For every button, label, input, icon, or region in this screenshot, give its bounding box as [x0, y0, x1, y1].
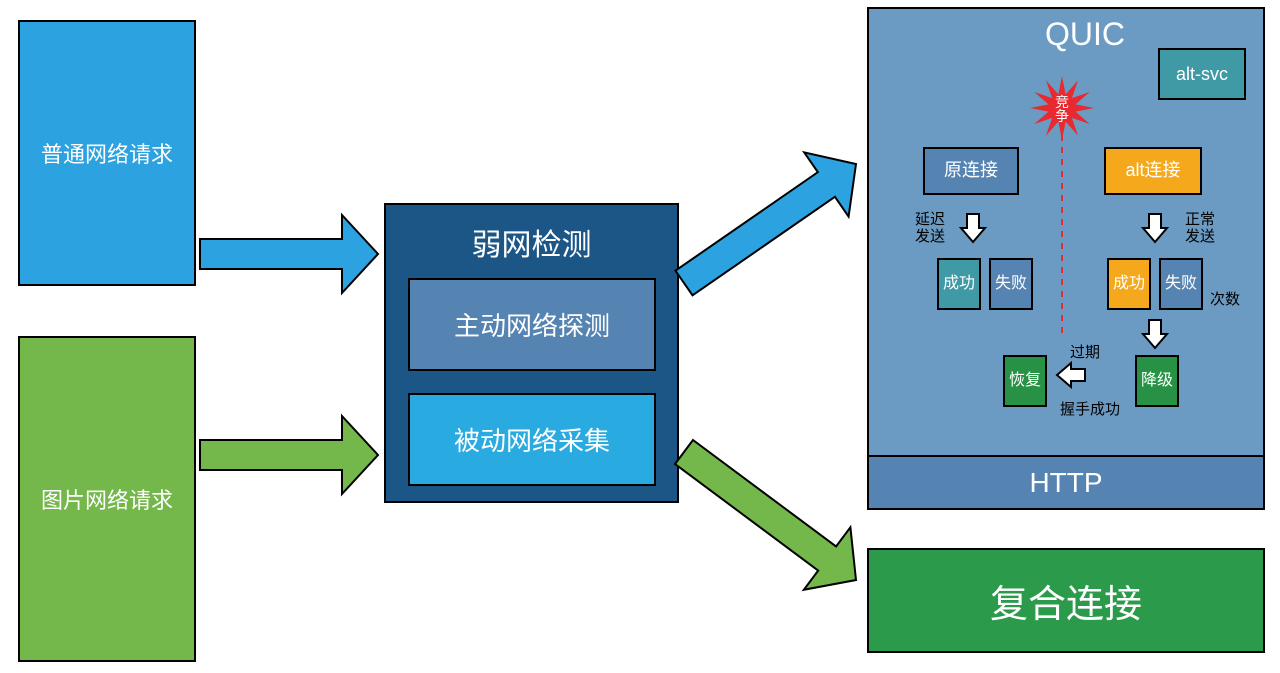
- fail2: 失败: [1159, 258, 1203, 310]
- expire-label: 过期: [1070, 345, 1100, 362]
- success1: 成功: [937, 258, 981, 310]
- image-req-box: 图片网络请求: [18, 336, 196, 662]
- normal-req-box: 普通网络请求: [18, 20, 196, 286]
- fail1: 失败: [989, 258, 1033, 310]
- alt-conn: alt连接: [1104, 147, 1202, 195]
- normal-send-label: 正常 发送: [1185, 212, 1215, 245]
- orig-conn: 原连接: [923, 147, 1019, 195]
- center-title: 弱网检测: [386, 220, 677, 264]
- active-probe: 主动网络探测: [408, 278, 656, 371]
- downgrade: 降级: [1135, 355, 1179, 407]
- delay-send-label: 延迟 发送: [915, 212, 945, 245]
- passive-collect: 被动网络采集: [408, 393, 656, 486]
- count-label: 次数: [1210, 292, 1240, 309]
- recover: 恢复: [1003, 355, 1047, 407]
- handshake-label: 握手成功: [1060, 402, 1120, 419]
- composite-conn: 复合连接: [867, 548, 1265, 653]
- quic-title: QUIC: [1045, 16, 1125, 53]
- altsvc-box: alt-svc: [1158, 48, 1246, 100]
- success2: 成功: [1107, 258, 1151, 310]
- http-box: HTTP: [867, 455, 1265, 510]
